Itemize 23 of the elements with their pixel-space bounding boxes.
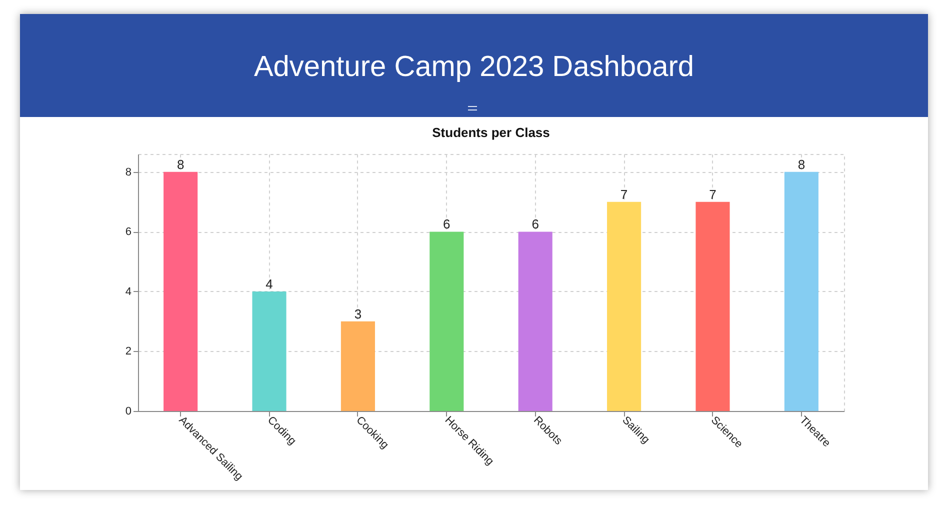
bar: [164, 172, 198, 411]
bar: [607, 202, 642, 411]
bar: [696, 202, 730, 411]
data-label: 8: [176, 156, 184, 172]
bar: [252, 291, 286, 411]
bar: [340, 321, 375, 411]
bar: [784, 172, 818, 411]
data-label: 7: [620, 186, 628, 202]
y-tick-label: 2: [125, 346, 132, 358]
chart-title: Adventure Camp 2023 Dashboard: [252, 50, 696, 84]
data-label: 8: [798, 156, 806, 172]
data-label: 7: [709, 186, 716, 202]
data-label: 6: [532, 216, 539, 232]
y-tick-label: 0: [125, 406, 132, 418]
data-label: 6: [443, 216, 450, 232]
data-label: 4: [266, 276, 273, 292]
chart-subtitle: Students per Class: [432, 125, 550, 140]
data-label: 3: [354, 306, 362, 322]
bar: [518, 232, 552, 411]
bar: [430, 232, 464, 411]
y-tick-label: 4: [125, 286, 132, 298]
y-tick-label: 6: [125, 226, 132, 238]
y-tick-label: 8: [125, 166, 132, 178]
